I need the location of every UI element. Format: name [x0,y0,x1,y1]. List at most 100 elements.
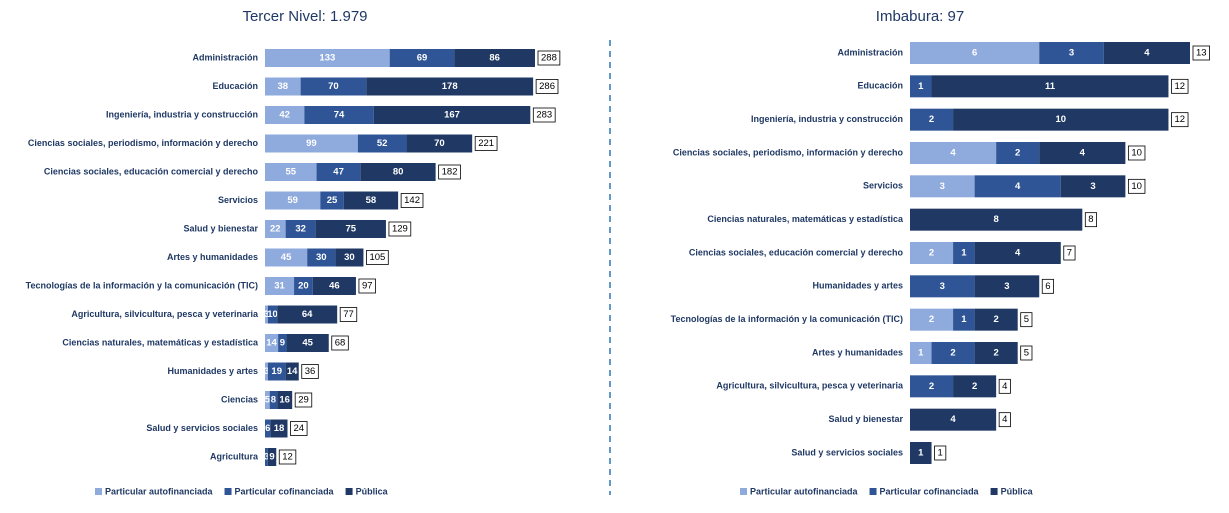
data-label: 178 [442,81,458,92]
legend-swatch [870,488,877,495]
data-label: 80 [393,167,404,178]
data-label: 1 [961,314,967,325]
category-label: Ciencias sociales, educación comercial y… [689,247,904,257]
total-label: 97 [362,281,373,292]
data-label: 18 [274,423,285,434]
legend-label: Particular autofinanciada [750,486,859,496]
data-label: 64 [302,309,313,320]
chart: Tercer Nivel: 1.979Administración1336986… [0,0,1229,508]
data-label: 42 [279,110,290,121]
data-label: 8 [271,395,276,406]
legend-label: Pública [356,486,389,496]
data-label: 2 [929,248,934,259]
category-label: Ciencias sociales, periodismo, informaci… [673,147,904,157]
data-label: 4 [1144,48,1150,59]
category-label: Artes y humanidades [812,347,903,357]
total-label: 4 [1002,381,1007,392]
data-label: 3 [1069,48,1074,59]
category-label: Ciencias naturales, matemáticas y estadí… [707,214,904,224]
data-label: 1 [961,248,967,259]
total-label: 288 [541,53,557,64]
data-label: 2 [929,381,934,392]
data-label: 19 [271,366,282,377]
data-label: 2 [994,314,999,325]
total-label: 68 [335,338,346,349]
category-label: Humanidades y artes [812,281,903,291]
total-label: 77 [343,309,354,320]
category-label: Ciencias sociales, periodismo, informaci… [28,138,259,148]
total-label: 1 [938,448,943,459]
category-label: Agricultura, silvicultura, pesca y veter… [71,309,259,319]
data-label: 22 [270,224,281,235]
category-label: Salud y bienestar [183,223,258,233]
category-label: Ciencias naturales, matemáticas y estadí… [62,337,259,347]
data-label: 6 [265,423,270,434]
total-label: 36 [305,366,316,377]
data-label: 25 [327,195,338,206]
total-label: 5 [1024,314,1029,325]
data-label: 2 [929,314,934,325]
category-label: Tecnologías de la información y la comun… [26,280,258,290]
total-label: 142 [404,195,420,206]
category-label: Ciencias [221,394,258,404]
legend-swatch [346,488,353,495]
data-label: 9 [269,452,274,463]
chart-title: Imbabura: 97 [876,8,964,25]
data-label: 45 [281,252,292,263]
legend-swatch [225,488,232,495]
data-label: 46 [329,281,340,292]
data-label: 14 [287,366,298,377]
data-label: 30 [344,252,355,263]
data-label: 74 [334,110,345,121]
total-label: 12 [282,452,293,463]
total-label: 24 [294,423,305,434]
data-label: 1 [918,81,924,92]
total-label: 5 [1024,348,1029,359]
category-label: Artes y humanidades [167,252,258,262]
total-label: 7 [1067,248,1072,259]
data-label: 2 [1015,148,1020,159]
total-label: 10 [1131,181,1142,192]
data-label: 58 [366,195,377,206]
data-label: 3 [940,281,945,292]
data-label: 75 [345,224,356,235]
total-label: 8 [1088,214,1093,225]
data-label: 3 [940,181,945,192]
data-label: 30 [316,252,327,263]
data-label: 31 [274,281,285,292]
category-label: Ingeniería, industria y construcción [106,109,258,119]
data-label: 2 [929,114,934,125]
data-label: 59 [287,195,298,206]
data-label: 70 [434,138,445,149]
total-label: 283 [536,110,552,121]
legend-label: Particular cofinanciada [235,486,335,496]
data-label: 38 [278,81,289,92]
data-label: 70 [328,81,339,92]
total-label: 286 [539,81,555,92]
data-label: 4 [1080,148,1086,159]
data-label: 20 [298,281,309,292]
category-label: Ingeniería, industria y construcción [751,114,903,124]
data-label: 4 [950,414,956,425]
category-label: Agricultura [210,451,259,461]
data-label: 4 [1015,181,1021,192]
legend-swatch [95,488,102,495]
category-label: Salud y servicios sociales [146,423,258,433]
data-label: 14 [266,338,277,349]
total-label: 13 [1196,48,1207,59]
total-label: 12 [1174,81,1185,92]
legend-label: Particular autofinanciada [105,486,214,496]
data-label: 9 [280,338,285,349]
category-label: Servicios [863,181,903,191]
category-label: Educación [857,81,903,91]
category-label: Salud y servicios sociales [791,447,903,457]
legend-label: Particular cofinanciada [880,486,980,496]
legend-swatch [991,488,998,495]
data-label: 6 [972,48,977,59]
data-label: 10 [267,309,278,320]
data-label: 2 [950,348,955,359]
chart-title: Tercer Nivel: 1.979 [242,8,367,25]
total-label: 4 [1002,414,1007,425]
category-label: Salud y bienestar [828,414,903,424]
total-label: 182 [442,167,458,178]
